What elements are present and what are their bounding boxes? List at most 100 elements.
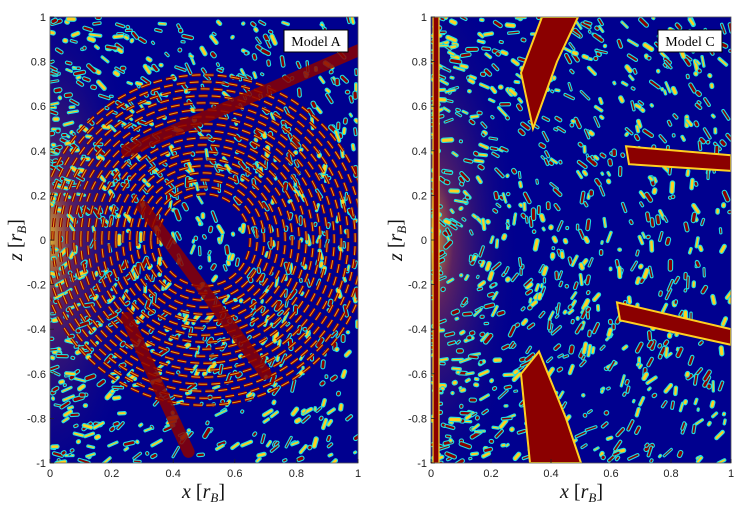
- y-tick-label: -1: [36, 458, 46, 470]
- texture-blob: [69, 412, 80, 418]
- texture-blob: [123, 446, 130, 452]
- texture-blob: [441, 66, 452, 73]
- texture-blob: [171, 445, 181, 459]
- texture-blob: [583, 20, 593, 26]
- texture-blob: [515, 103, 523, 112]
- texture-blob: [590, 346, 596, 355]
- texture-blob: [50, 396, 56, 401]
- texture-blob: [545, 356, 554, 364]
- texture-blob: [626, 295, 633, 305]
- y-tick-label: -0.4: [408, 324, 427, 336]
- texture-blob: [526, 322, 536, 330]
- texture-blob: [602, 216, 608, 229]
- texture-blob: [54, 47, 64, 55]
- texture-blob: [488, 438, 495, 444]
- texture-blob: [324, 87, 332, 94]
- texture-blob: [532, 238, 540, 252]
- texture-blob: [574, 430, 587, 439]
- ray-feature: [136, 200, 272, 380]
- texture-blob: [191, 238, 196, 244]
- texture-blob: [564, 283, 570, 289]
- texture-blob: [328, 69, 334, 75]
- texture-blob: [685, 275, 690, 290]
- wedge-feature: [519, 17, 580, 133]
- texture-blob: [269, 443, 280, 453]
- texture-blob: [315, 406, 323, 413]
- texture-blob: [112, 33, 125, 40]
- texture-blob: [489, 85, 498, 95]
- texture-blob: [500, 443, 507, 448]
- texture-blob: [637, 100, 645, 106]
- texture-blob: [662, 215, 669, 223]
- texture-blob: [500, 416, 513, 421]
- texture-blob: [61, 416, 70, 424]
- texture-blob: [638, 190, 647, 199]
- texture-blob: [135, 439, 140, 445]
- texture-blob: [728, 48, 731, 53]
- texture-blob: [562, 309, 568, 315]
- texture-blob: [593, 154, 600, 161]
- texture-blob: [252, 71, 258, 80]
- texture-blob: [605, 178, 612, 185]
- texture-blob: [296, 455, 305, 463]
- y-tick-label: 0.4: [31, 146, 46, 158]
- texture-blob: [494, 167, 505, 179]
- texture-blob: [490, 114, 495, 120]
- texture-blob: [448, 416, 463, 423]
- texture-blob: [624, 378, 630, 386]
- texture-blob: [649, 458, 654, 463]
- texture-blob: [556, 220, 564, 232]
- texture-blob: [630, 86, 636, 91]
- y-tick-label: -0.2: [408, 280, 427, 292]
- texture-blob: [617, 247, 623, 252]
- texture-blob: [616, 265, 623, 280]
- texture-blob: [214, 408, 228, 417]
- texture-blob: [660, 400, 668, 409]
- texture-blob: [576, 159, 588, 170]
- texture-blob: [711, 411, 719, 419]
- texture-blob: [352, 433, 358, 442]
- texture-blob: [60, 450, 67, 456]
- texture-blob: [631, 398, 636, 404]
- texture-blob: [132, 451, 143, 461]
- stripe-ring-edge: [50, 81, 358, 399]
- texture-blob: [558, 159, 563, 165]
- texture-blob: [269, 410, 280, 419]
- texture-blob: [534, 283, 541, 292]
- texture-blob: [489, 235, 495, 245]
- texture-blob: [480, 121, 488, 129]
- texture-blob: [513, 79, 521, 85]
- texture-blob: [55, 353, 69, 359]
- texture-blob: [507, 30, 520, 35]
- texture-blob: [157, 21, 168, 26]
- texture-blob: [262, 417, 271, 424]
- texture-blob: [633, 103, 643, 110]
- texture-blob: [528, 297, 533, 304]
- texture-blob: [95, 79, 107, 91]
- texture-blob: [60, 132, 68, 138]
- texture-blob: [491, 63, 500, 72]
- texture-blob: [256, 266, 262, 274]
- texture-blob: [605, 230, 613, 244]
- texture-blob: [479, 332, 490, 343]
- texture-blob: [60, 385, 73, 393]
- texture-blob: [627, 453, 640, 461]
- y-tick-label: -0.2: [27, 280, 46, 292]
- texture-blob: [687, 17, 696, 27]
- texture-blob: [724, 288, 731, 300]
- texture-blob: [586, 409, 593, 415]
- texture-blob: [646, 356, 655, 368]
- texture-blob: [484, 52, 493, 60]
- texture-blob: [86, 35, 97, 43]
- texture-blob: [606, 170, 612, 177]
- texture-blob: [663, 346, 670, 358]
- texture-blob: [449, 208, 455, 214]
- field-c: [431, 17, 731, 463]
- texture-blob: [689, 177, 695, 191]
- texture-blob: [693, 180, 699, 187]
- texture-blob: [50, 109, 59, 116]
- texture-blob: [486, 291, 495, 298]
- texture-blob: [709, 82, 715, 90]
- texture-blob: [649, 239, 655, 253]
- texture-blob: [444, 423, 456, 431]
